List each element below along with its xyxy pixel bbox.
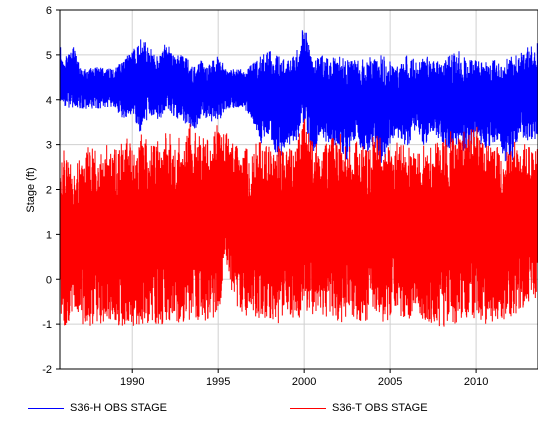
legend-swatch-blue (28, 407, 64, 409)
series-line-0 (59, 30, 538, 173)
y-tick-label: -2 (42, 364, 52, 376)
x-tick-label: 2005 (378, 376, 402, 388)
series-layer (59, 30, 538, 327)
y-tick-label: 5 (46, 50, 52, 62)
tick-labels: -2 -1 0 1 2 3 4 5 6 1990 1995 2000 2005 2010 (42, 5, 488, 388)
x-tick-label: 1990 (120, 376, 144, 388)
y-tick-label: -1 (42, 319, 52, 331)
legend-swatch-red (290, 407, 326, 409)
y-tick-label: 3 (46, 140, 52, 152)
y-axis-title: Stage (ft) (25, 167, 37, 212)
series-line-1 (59, 118, 538, 327)
legend-label-s36-h: S36-H OBS STAGE (70, 402, 167, 414)
y-tick-label: 1 (46, 229, 52, 241)
y-tick-label: 4 (46, 95, 52, 107)
x-tick-label: 1995 (206, 376, 230, 388)
y-tick-label: 0 (46, 274, 52, 286)
x-tick-label: 2000 (292, 376, 316, 388)
legend-label-s36-t: S36-T OBS STAGE (332, 402, 428, 414)
y-tick-label: 6 (46, 5, 52, 17)
y-tick-label: 2 (46, 185, 52, 197)
legend-item-s36-t: S36-T OBS STAGE (290, 400, 428, 416)
legend-item-s36-h: S36-H OBS STAGE (28, 400, 167, 416)
x-tick-label: 2010 (464, 376, 488, 388)
